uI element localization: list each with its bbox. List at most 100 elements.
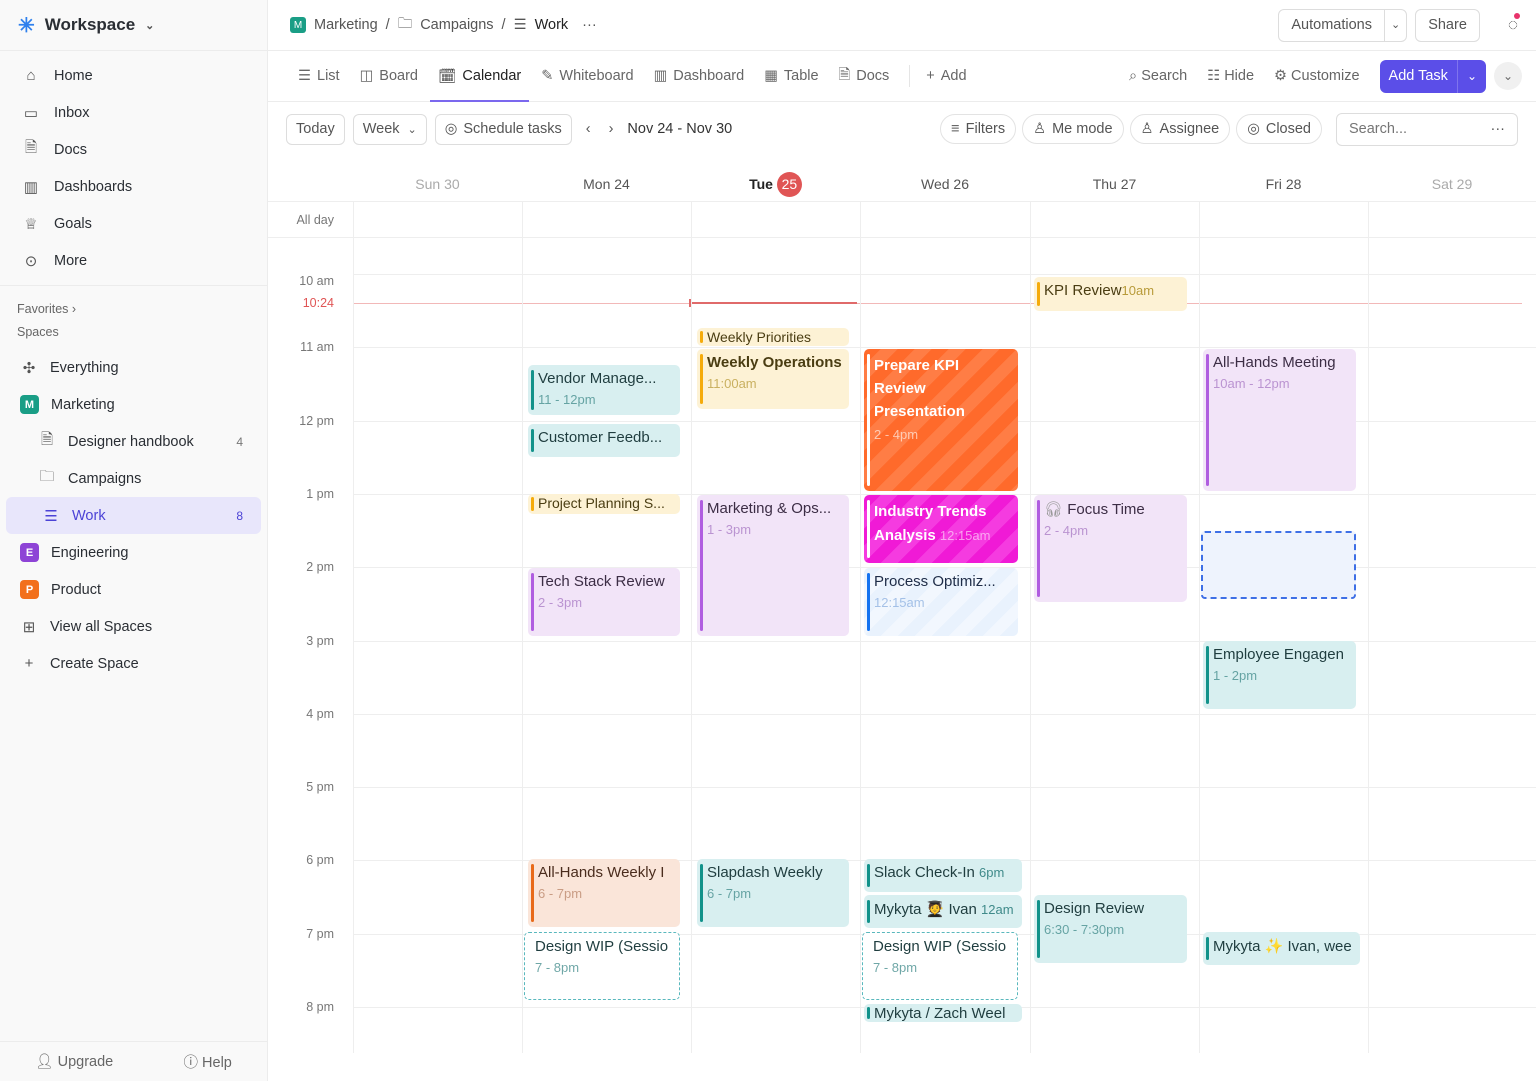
tab-dashboard[interactable]: ▥ Dashboard — [654, 51, 745, 102]
list-icon: ☰ — [513, 17, 527, 33]
notification-icon[interactable]: ◌ — [1507, 13, 1520, 34]
nav-goals[interactable]: ♕ Goals — [0, 205, 267, 242]
favorites-section[interactable]: Favorites › — [0, 286, 267, 323]
event[interactable]: Vendor Manage... 11 - 12pm — [528, 365, 680, 415]
event[interactable]: Mykyta ✨ Ivan, wee — [1203, 932, 1360, 965]
breadcrumb-work[interactable]: Work — [534, 17, 569, 33]
share-button[interactable]: Share — [1415, 8, 1480, 42]
collapse-button[interactable]: ⌄ — [1494, 62, 1522, 90]
grid-icon: ⊞ — [22, 618, 36, 636]
event[interactable]: 🎧︎ Focus Time 2 - 4pm — [1034, 495, 1187, 602]
time-label: 10 am — [299, 274, 334, 288]
list-icon: ☰ — [44, 507, 58, 525]
chevron-down-icon[interactable]: ⌄ — [1456, 59, 1486, 93]
event[interactable]: Process Optimiz... 12:15am — [864, 568, 1018, 636]
nav-inbox[interactable]: ▭ Inbox — [0, 94, 267, 131]
event[interactable]: Weekly Operations 11:00am — [697, 349, 849, 409]
event[interactable]: Design WIP (Sessio 7 - 8pm — [862, 932, 1018, 1000]
event[interactable]: Customer Feedb... — [528, 424, 680, 457]
nav-dashboards[interactable]: ▥ Dashboards — [0, 168, 267, 205]
more-options-icon[interactable]: ··· — [582, 17, 597, 33]
new-event-placeholder[interactable] — [1201, 531, 1356, 599]
folder-icon: 🗀 — [39, 468, 55, 485]
plus-icon: + — [24, 655, 34, 672]
add-view-button[interactable]: + Add — [909, 65, 967, 87]
schedule-tasks-button[interactable]: ◎ Schedule tasks — [434, 113, 572, 145]
space-everything[interactable]: ✣ Everything — [0, 349, 261, 386]
tab-whiteboard[interactable]: ✎ Whiteboard — [541, 51, 633, 102]
trophy-icon: ♕ — [24, 215, 38, 233]
space-product[interactable]: P Product — [0, 571, 261, 608]
space-label: View all Spaces — [50, 618, 153, 635]
day-header: Wed 26 — [920, 176, 969, 192]
space-badge: M — [290, 17, 306, 33]
event[interactable]: Slapdash Weekly 6 - 7pm — [697, 859, 849, 927]
event[interactable]: Tech Stack Review 2 - 3pm — [528, 568, 680, 636]
list-work[interactable]: ☰ Work 8 — [6, 497, 261, 534]
chevron-down-icon[interactable]: ⌄ — [1383, 9, 1406, 41]
tab-table[interactable]: ▦ Table — [764, 51, 818, 102]
day-header: Mon 24 — [583, 176, 630, 192]
me-mode-button[interactable]: ♙ Me mode — [1022, 114, 1124, 144]
create-space[interactable]: + Create Space — [0, 645, 261, 682]
workspace-logo-icon: ✳ — [18, 14, 35, 37]
hour-line — [353, 787, 1536, 789]
assignee-button[interactable]: ♙ Assignee — [1129, 114, 1231, 144]
calendar-search[interactable]: ··· — [1336, 112, 1518, 146]
workspace-switcher[interactable]: ✳ Workspace ⌄ — [0, 0, 267, 51]
breadcrumb-campaigns[interactable]: Campaigns — [420, 17, 494, 33]
event[interactable]: Employee Engagen 1 - 2pm — [1203, 641, 1356, 709]
nav-docs[interactable]: 🗎 Docs — [0, 131, 267, 168]
event[interactable]: Industry Trends Analysis 12:15am — [864, 495, 1018, 563]
tab-docs[interactable]: 🗎 Docs — [839, 51, 890, 102]
tab-board[interactable]: ◫ Board — [360, 51, 418, 102]
nav-more[interactable]: ⊙ More — [0, 242, 267, 279]
board-icon: ◫ — [359, 68, 374, 84]
doc-designer-handbook[interactable]: 🗎 Designer handbook 4 — [0, 423, 261, 460]
nav-home[interactable]: ⌂ Home — [0, 57, 267, 94]
help-button[interactable]: ⓘ Help — [184, 1051, 232, 1072]
week-select[interactable]: Week ⌄ — [352, 113, 427, 145]
item-count: 8 — [236, 508, 243, 523]
nav-label: Goals — [54, 215, 92, 232]
closed-button[interactable]: ◎ Closed — [1236, 114, 1322, 144]
space-engineering[interactable]: E Engineering — [0, 534, 261, 571]
hour-line — [353, 493, 1536, 495]
tab-calendar[interactable]: 🗓︎ Calendar — [429, 51, 530, 102]
space-marketing[interactable]: M Marketing — [0, 386, 261, 423]
automations-button[interactable]: Automations ⌄ — [1278, 8, 1408, 42]
filters-button[interactable]: ≡ Filters — [940, 114, 1017, 144]
event[interactable]: Design Review 6:30 - 7:30pm — [1034, 895, 1187, 963]
event[interactable]: Slack Check-In 6pm — [864, 859, 1022, 892]
schedule-label: Schedule tasks — [463, 121, 562, 137]
event[interactable]: Marketing & Ops... 1 - 3pm — [697, 495, 849, 636]
event[interactable]: Mykyta / Zach Weel — [864, 1004, 1022, 1022]
search-button[interactable]: ⌕ Search — [1129, 68, 1187, 84]
event[interactable]: KPI Review10am — [1034, 277, 1187, 311]
event[interactable]: Prepare KPI Review Presentation 2 - 4pm — [864, 349, 1018, 491]
event[interactable]: Design WIP (Sessio 7 - 8pm — [524, 932, 680, 1000]
event[interactable]: Project Planning S... — [528, 494, 680, 514]
view-all-spaces[interactable]: ⊞ View all Spaces — [0, 608, 261, 645]
folder-campaigns[interactable]: 🗀 Campaigns — [0, 460, 261, 497]
hide-label: Hide — [1224, 68, 1255, 84]
today-button[interactable]: Today — [286, 113, 345, 145]
search-input[interactable] — [1349, 121, 1489, 137]
customize-button[interactable]: ⚙ Customize — [1274, 68, 1360, 84]
event[interactable]: Weekly Priorities — [697, 328, 849, 346]
next-week-button[interactable]: › — [608, 121, 614, 137]
hour-line — [353, 347, 1536, 349]
breadcrumb-marketing[interactable]: Marketing — [314, 17, 378, 33]
upgrade-button[interactable]: 👤︎ Upgrade — [35, 1053, 113, 1070]
hide-button[interactable]: ☷ Hide — [1207, 68, 1254, 84]
spaces-label: Spaces — [17, 325, 59, 339]
headphones-icon: 🎧︎ — [1044, 501, 1064, 518]
event[interactable]: All-Hands Meeting 10am - 12pm — [1203, 349, 1356, 491]
more-icon[interactable]: ··· — [1490, 121, 1506, 137]
tab-list[interactable]: ☰ List — [298, 51, 340, 102]
prev-week-button[interactable]: ‹ — [585, 121, 591, 137]
add-task-button[interactable]: Add Task ⌄ — [1379, 59, 1486, 93]
event[interactable]: Mykyta 🧑‍🎓 Ivan 12am — [864, 895, 1022, 928]
tab-label: Dashboard — [673, 68, 745, 84]
